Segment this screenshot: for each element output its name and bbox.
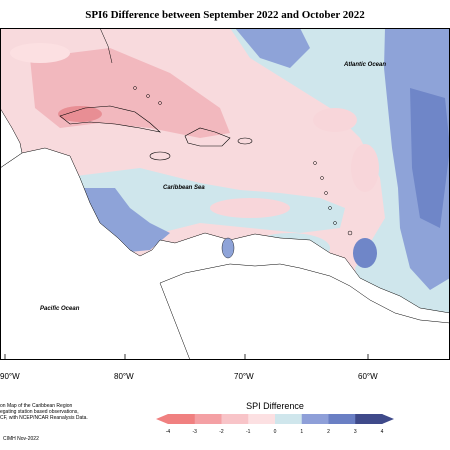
legend-swatch bbox=[221, 414, 249, 424]
cuba-dry-core bbox=[58, 106, 102, 122]
longitude-tick-label: 70°W bbox=[234, 372, 254, 381]
legend-tick-label: -3 bbox=[193, 429, 198, 435]
legend-tick-label: 4 bbox=[381, 429, 384, 435]
legend-arrow-right bbox=[382, 414, 394, 424]
mexico-land bbox=[0, 107, 23, 169]
lake-maracaibo bbox=[221, 237, 235, 259]
atlantic-wet-dark bbox=[410, 88, 450, 228]
island bbox=[158, 101, 162, 105]
legend-swatch bbox=[355, 414, 383, 424]
atlantic-ocean-label: Atlantic Ocean bbox=[344, 62, 387, 68]
florida-land bbox=[99, 28, 113, 64]
island bbox=[328, 206, 332, 210]
legend-tick-label: 3 bbox=[354, 429, 357, 435]
gulf-light-dry bbox=[10, 43, 70, 63]
legend-swatch bbox=[328, 414, 356, 424]
island bbox=[133, 86, 137, 90]
legend-tick-label: -4 bbox=[166, 429, 171, 435]
south-america-land bbox=[159, 263, 450, 360]
legend-swatch bbox=[194, 414, 222, 424]
guyana-wet bbox=[353, 238, 377, 268]
bahamas-dry bbox=[115, 68, 165, 88]
legend-tick-label: -2 bbox=[219, 429, 224, 435]
caption: on Map of the Caribbean Region egating s… bbox=[0, 403, 88, 421]
jamaica-land bbox=[149, 151, 171, 161]
island bbox=[324, 191, 328, 195]
north-atlantic-blue bbox=[235, 28, 310, 68]
caption-line: CF, with NCEP/NCAR Reanalysis Data. bbox=[0, 415, 88, 421]
caption-line: on Map of the Caribbean Region bbox=[0, 403, 73, 409]
legend-arrow-left bbox=[156, 414, 168, 424]
legend-tick-label: 1 bbox=[300, 429, 303, 435]
island bbox=[320, 176, 324, 180]
legend-tick-label: -1 bbox=[246, 429, 251, 435]
pacific-ocean bbox=[0, 188, 180, 360]
pacific-ocean-label: Pacific Ocean bbox=[40, 306, 80, 312]
caribbean-sea-label: Caribbean Sea bbox=[163, 185, 205, 191]
spi-difference-map bbox=[0, 28, 450, 360]
island bbox=[146, 94, 150, 98]
caribbean-dry-patch bbox=[210, 198, 290, 218]
caption-line: egating station based observations, bbox=[0, 409, 79, 415]
legend-tick-label: 0 bbox=[274, 429, 277, 435]
longitude-tick-label: 60°W bbox=[358, 372, 378, 381]
legend-swatch bbox=[168, 414, 196, 424]
puerto-rico-land bbox=[237, 137, 253, 145]
longitude-tick-label: 80°W bbox=[114, 372, 134, 381]
longitude-tick-label: 90°W bbox=[0, 372, 20, 381]
atlantic-dry-patch-2 bbox=[351, 144, 379, 192]
legend-tick-label: 2 bbox=[327, 429, 330, 435]
legend-swatch bbox=[275, 414, 303, 424]
legend-swatch bbox=[301, 414, 329, 424]
hispaniola-land bbox=[184, 127, 231, 147]
legend-title: SPI Difference bbox=[246, 401, 304, 411]
copyright: CIMH Nov-2022 bbox=[3, 436, 39, 442]
legend-swatch bbox=[248, 414, 276, 424]
island bbox=[313, 161, 317, 165]
island bbox=[333, 221, 337, 225]
map-title: SPI6 Difference between September 2022 a… bbox=[85, 9, 365, 21]
atlantic-dry-patch bbox=[313, 108, 357, 132]
color-legend: -4 -3 -2 -1 0 1 2 3 4 bbox=[156, 414, 394, 435]
cuba-land bbox=[59, 105, 162, 133]
island bbox=[347, 230, 353, 236]
